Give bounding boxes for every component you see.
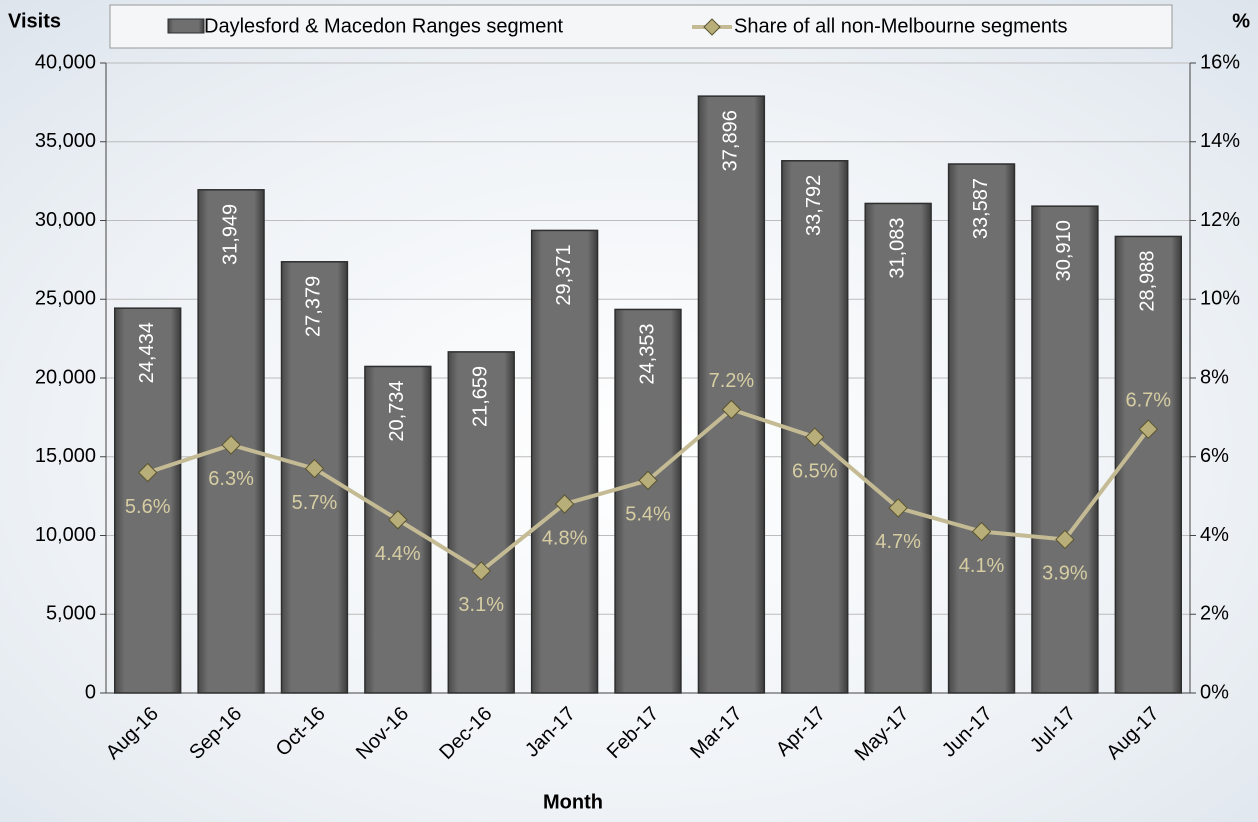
bar-value-label: 20,734 bbox=[386, 380, 408, 441]
bar-value-label: 33,587 bbox=[970, 178, 992, 239]
line-value-label: 4.7% bbox=[875, 531, 921, 553]
line-value-label: 6.5% bbox=[792, 460, 838, 482]
bar-value-label: 30,910 bbox=[1053, 220, 1075, 281]
bar-value-label: 31,949 bbox=[219, 204, 241, 265]
legend-label: Daylesford & Macedon Ranges segment bbox=[204, 15, 564, 37]
bar bbox=[781, 160, 849, 694]
line-value-label: 6.7% bbox=[1126, 389, 1172, 411]
bar-value-label: 24,353 bbox=[636, 323, 658, 384]
line-value-label: 7.2% bbox=[709, 370, 755, 392]
bar bbox=[614, 308, 682, 694]
y2-tick-label: 2% bbox=[1200, 603, 1229, 625]
y-tick-label: 0 bbox=[85, 681, 96, 703]
bar-value-label: 31,083 bbox=[886, 217, 908, 278]
y-tick-label: 30,000 bbox=[35, 209, 96, 231]
marker bbox=[304, 458, 325, 479]
marker bbox=[888, 498, 908, 518]
bar bbox=[864, 202, 932, 694]
y-tick-label: 25,000 bbox=[35, 288, 96, 310]
bar-value-label: 27,379 bbox=[303, 276, 325, 337]
x-axis-title: Month bbox=[543, 791, 603, 813]
y-tick-label: 40,000 bbox=[35, 51, 96, 73]
bar-value-label: 21,659 bbox=[470, 366, 492, 427]
legend-box bbox=[109, 4, 1173, 49]
y-tick-label: 15,000 bbox=[35, 445, 96, 467]
marker bbox=[971, 521, 992, 542]
y2-tick-label: 0% bbox=[1200, 681, 1229, 703]
bar bbox=[530, 229, 599, 694]
bar-value-label: 37,896 bbox=[720, 110, 742, 171]
y2-tick-label: 4% bbox=[1200, 524, 1229, 546]
marker bbox=[721, 399, 742, 420]
y2-tick-label: 16% bbox=[1200, 51, 1240, 73]
bar-value-label: 33,792 bbox=[803, 175, 825, 236]
marker bbox=[805, 427, 825, 447]
line-value-label: 4.4% bbox=[375, 543, 421, 565]
y2-tick-label: 6% bbox=[1200, 445, 1229, 467]
y2-tick-label: 14% bbox=[1200, 130, 1240, 152]
bar-value-label: 29,371 bbox=[553, 244, 575, 305]
bar-value-label: 24,434 bbox=[136, 322, 158, 383]
y-tick-label: 10,000 bbox=[35, 524, 96, 546]
bar bbox=[364, 365, 432, 694]
line-value-label: 4.1% bbox=[959, 555, 1005, 577]
legend-swatch bbox=[167, 18, 205, 34]
y-tick-label: 35,000 bbox=[35, 130, 96, 152]
y-tick-label: 5,000 bbox=[46, 603, 96, 625]
marker bbox=[554, 494, 575, 514]
bar bbox=[697, 95, 766, 694]
y2-tick-label: 10% bbox=[1200, 288, 1240, 310]
y2-tick-label: 8% bbox=[1200, 366, 1229, 388]
bar-value-label: 28,988 bbox=[1137, 250, 1159, 311]
line-value-label: 4.8% bbox=[542, 527, 588, 549]
bar bbox=[1114, 235, 1182, 694]
bar bbox=[114, 307, 182, 694]
legend-label: Share of all non-Melbourne segments bbox=[734, 15, 1068, 37]
bar bbox=[1031, 205, 1099, 694]
y-axis-title: Visits bbox=[8, 10, 61, 32]
bar bbox=[447, 351, 515, 694]
marker bbox=[1138, 419, 1159, 439]
line-value-label: 5.7% bbox=[292, 492, 338, 514]
bar bbox=[947, 163, 1016, 694]
line-value-label: 3.1% bbox=[458, 594, 504, 616]
marker bbox=[471, 561, 491, 581]
marker bbox=[638, 470, 658, 491]
marker bbox=[137, 462, 158, 483]
y-tick-label: 20,000 bbox=[35, 366, 96, 388]
y2-tick-label: 12% bbox=[1200, 209, 1240, 231]
marker bbox=[1055, 529, 1075, 550]
legend-marker bbox=[703, 18, 721, 36]
y2-axis-title: % bbox=[1232, 10, 1250, 32]
line-value-label: 3.9% bbox=[1042, 563, 1088, 585]
line-value-label: 5.6% bbox=[125, 496, 171, 518]
marker bbox=[388, 510, 408, 530]
marker bbox=[221, 435, 241, 455]
line-value-label: 5.4% bbox=[625, 504, 671, 526]
line-value-label: 6.3% bbox=[208, 468, 254, 490]
